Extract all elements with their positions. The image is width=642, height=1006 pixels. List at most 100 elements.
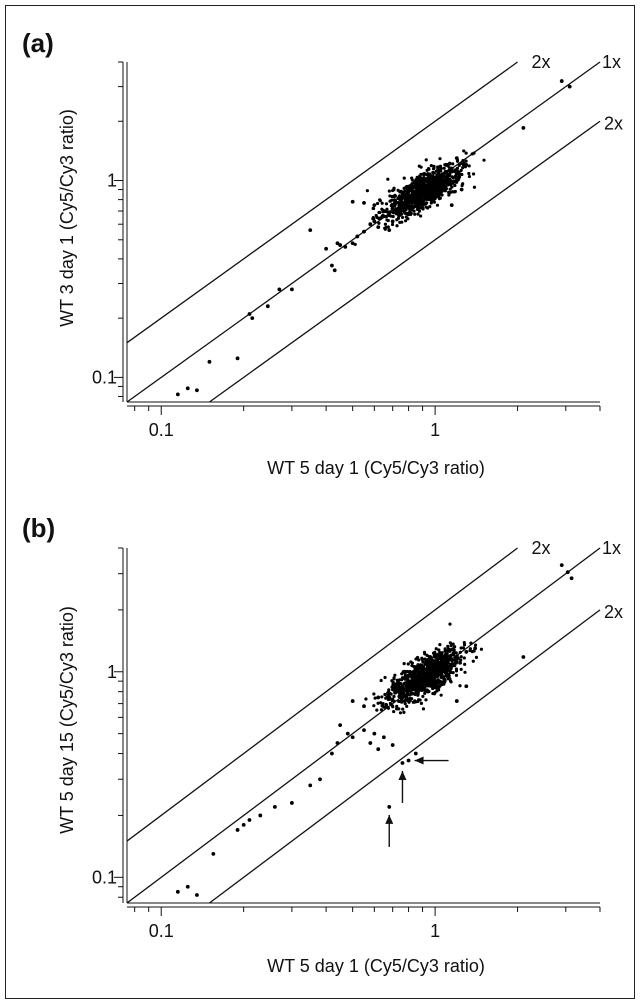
panel-a-data-point [449, 203, 454, 208]
panel-b-cluster-point [470, 650, 474, 654]
panel-a-cluster-point [402, 176, 406, 180]
panel-a-cluster-point [389, 199, 393, 203]
panel-b-data-point [372, 731, 377, 736]
panel-a-cluster-point [445, 169, 449, 174]
panel-a-x-tick-label: 1 [430, 420, 440, 440]
panel-b-cluster-point [438, 642, 442, 647]
panel-a-cluster-point [459, 161, 463, 165]
panel-a-cluster-point [408, 204, 413, 208]
panel-b-cluster-point [364, 697, 368, 701]
panel-a-cluster-point [431, 176, 435, 181]
panel-a-cluster-point [440, 189, 444, 193]
panel-b-data-point [195, 893, 199, 897]
panel-b-data-point [211, 851, 216, 856]
panel-b-cluster-point [431, 680, 435, 684]
panel-a-cluster-point [393, 199, 398, 203]
panel-a-data-point [376, 225, 381, 230]
panel-b-cluster-point [459, 655, 463, 659]
panel-a-cluster-point [417, 190, 421, 194]
panel-a-cluster-point [432, 182, 436, 186]
panel-a-cluster-point [460, 172, 464, 177]
panel-b-data-point [521, 655, 526, 659]
panel-a-reference-line-label: 2x [532, 52, 551, 72]
panel-b-cluster-point [443, 653, 448, 657]
panel-a-cluster-point [410, 208, 414, 212]
panel-a-data-point [350, 199, 355, 204]
panel-a-cluster-point [415, 180, 419, 184]
panel-b-cluster-point [453, 658, 458, 662]
panel-a-cluster-point [390, 207, 395, 211]
panel-a-cluster-point [402, 208, 406, 213]
panel-a-data-point [398, 197, 403, 202]
panel-b-cluster-point [382, 705, 386, 709]
panel-a-cluster-point [429, 196, 433, 201]
panel-a-cluster-point [462, 149, 466, 153]
panel-b-cluster-point [431, 677, 435, 681]
panel-b-cluster-point [420, 676, 424, 680]
panel-b-cluster-point [438, 680, 443, 684]
panel-a-y-tick-label: 1 [107, 171, 117, 191]
panel-b-data-point [376, 747, 381, 752]
panel-a-cluster-point [415, 203, 419, 207]
panel-a-data-point [387, 228, 392, 233]
panel-a-cluster-point [427, 189, 431, 194]
panel-a-data-point [330, 263, 334, 268]
panel-b-cluster-point [422, 650, 427, 654]
panel-a-cluster-point [422, 176, 426, 180]
panel-b-data-point [464, 684, 469, 689]
panel-a-data-point [521, 126, 526, 130]
panel-b-cluster-point [449, 644, 453, 648]
panel-a-cluster-point [365, 189, 369, 193]
panel-b-cluster-point [387, 688, 391, 692]
panel-b-cluster-point [399, 698, 404, 702]
panel-a-cluster-point [398, 201, 402, 205]
panel-a-cluster-point [416, 206, 421, 210]
panel-b-cluster-point [392, 676, 396, 680]
panel-a-data-point [439, 174, 443, 179]
panel-b-cluster-point [449, 667, 453, 671]
panel-b-cluster-point [431, 668, 435, 672]
panel-b-cluster-point [388, 695, 392, 700]
panel-b-cluster-point [445, 649, 449, 653]
panel-a-cluster-point [411, 206, 416, 210]
panel-a-cluster-point [428, 172, 432, 176]
panel-b-cluster-point [400, 684, 404, 689]
panel-b-cluster-point [405, 669, 409, 674]
panel-a-cluster-point [419, 165, 423, 169]
panel-a-data-point [427, 176, 431, 181]
panel-b-arrow-head [414, 756, 424, 765]
panel-a-cluster-point [467, 164, 471, 168]
panel-a-cluster-point [404, 194, 408, 198]
panel-b-cluster-point [435, 667, 439, 672]
panel-b-data-point [409, 674, 414, 679]
panel-a-cluster-point [409, 193, 414, 197]
panel-a-data-point [250, 316, 255, 321]
panel-a-cluster-point [443, 180, 447, 185]
panel-b-data-point [454, 699, 459, 703]
panel-b-data-point [394, 684, 398, 689]
panel-b-data-point [390, 743, 395, 747]
panel-b-data-point [289, 801, 294, 805]
panel-a-cluster-point [439, 166, 443, 171]
panel-b-cluster-point [422, 684, 426, 688]
panel-b-data-point [235, 828, 240, 832]
panel-b-cluster-point [449, 680, 453, 684]
panel-a-cluster-point [438, 192, 442, 197]
panel-a-data-point [175, 392, 180, 397]
panel-b-cluster-point [403, 674, 407, 678]
panel-a-cluster-point [413, 184, 417, 189]
panel-a-cluster-point [448, 187, 452, 191]
panel-b-reference-line [209, 609, 601, 904]
panel-b-cluster-point [444, 669, 448, 673]
panel-b-cluster-point [397, 699, 401, 704]
panel-a-cluster-point [461, 163, 466, 167]
panel-a-cluster-point [451, 190, 455, 194]
panel-b-cluster-point [428, 670, 433, 674]
panel-b-data-point [272, 805, 277, 809]
panel-b-cluster-point [423, 669, 427, 674]
panel-b-cluster-point [449, 653, 453, 657]
panel-b-data-point [258, 813, 263, 818]
panel-a-data-point [381, 209, 386, 213]
panel-b-y-axis-label: WT 5 day 15 (Cy5/Cy3 ratio) [57, 606, 77, 834]
panel-b-cluster-point [421, 694, 425, 699]
